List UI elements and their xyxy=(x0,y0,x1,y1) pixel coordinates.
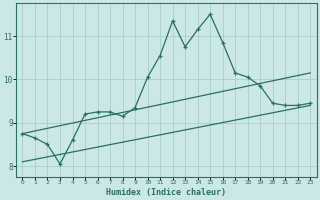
X-axis label: Humidex (Indice chaleur): Humidex (Indice chaleur) xyxy=(106,188,226,197)
